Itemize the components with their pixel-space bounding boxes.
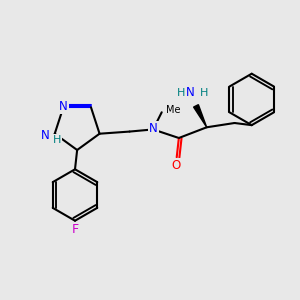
Text: N: N bbox=[59, 100, 68, 113]
Text: H: H bbox=[200, 88, 209, 98]
Text: H: H bbox=[177, 88, 185, 98]
Text: N: N bbox=[186, 86, 195, 100]
Text: H: H bbox=[53, 135, 61, 145]
Polygon shape bbox=[194, 105, 207, 127]
Text: N: N bbox=[149, 122, 158, 135]
Text: F: F bbox=[71, 223, 79, 236]
Text: O: O bbox=[171, 159, 180, 172]
Text: N: N bbox=[40, 129, 50, 142]
Text: Me: Me bbox=[166, 105, 181, 115]
